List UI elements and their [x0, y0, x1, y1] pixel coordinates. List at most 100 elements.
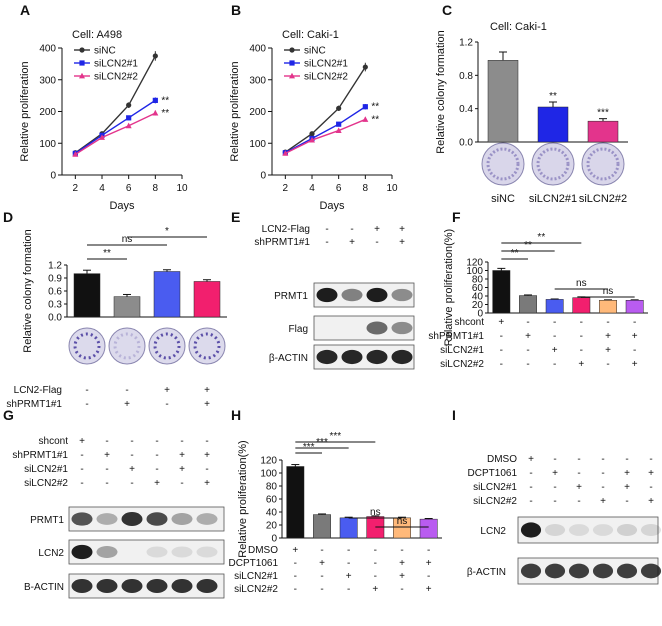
condition-row-label: shPRMT1#1 — [428, 331, 484, 342]
panel-label-B: B — [231, 2, 241, 18]
condition-sign: - — [577, 454, 580, 465]
condition-sign: + — [319, 558, 325, 569]
condition-sign: - — [553, 496, 556, 507]
bar-2 — [153, 271, 181, 318]
condition-sign: - — [347, 584, 350, 595]
data-point — [309, 131, 315, 137]
condition-row-label: siLCN2#1 — [440, 345, 484, 356]
blot-band — [146, 546, 168, 558]
blot-band — [640, 563, 662, 579]
condition-row-label: siLCN2#2 — [473, 496, 517, 507]
x-tick-label: 6 — [336, 183, 342, 194]
panel-label-I: I — [452, 407, 456, 423]
blot-label: β-ACTIN — [269, 353, 308, 364]
condition-sign: + — [399, 558, 405, 569]
y-tick-label: 0 — [271, 534, 277, 545]
significance-label: *** — [329, 431, 341, 442]
legend-marker — [79, 72, 85, 79]
condition-sign: + — [648, 468, 654, 479]
significance-label: ** — [161, 108, 169, 119]
y-tick-label: 20 — [472, 300, 484, 311]
condition-sign: - — [294, 584, 297, 595]
y-tick-label: 100 — [249, 139, 266, 150]
bar-1 — [113, 296, 141, 318]
series-line-siLCN2#2 — [74, 112, 156, 155]
bar-0 — [286, 466, 305, 539]
data-point — [152, 53, 158, 59]
y-tick-label: 80 — [266, 482, 278, 493]
category-label: siLCN2#2 — [579, 193, 627, 205]
blot-band — [391, 321, 413, 335]
blot-band — [616, 523, 638, 537]
condition-sign: - — [633, 345, 636, 356]
condition-sign: - — [125, 385, 128, 396]
y-tick-label: 0.9 — [48, 274, 62, 285]
condition-sign: - — [553, 359, 556, 370]
y-tick-label: 0.8 — [459, 71, 473, 82]
blot-band — [171, 546, 193, 558]
blot-band — [96, 546, 118, 558]
y-axis-label: Relative colony formation — [22, 229, 34, 353]
y-axis-label: Relative proliferation(%) — [237, 440, 249, 557]
y-tick-label: 200 — [249, 107, 266, 118]
condition-sign: + — [154, 478, 160, 489]
condition-sign: - — [649, 454, 652, 465]
data-point — [362, 104, 368, 110]
condition-sign: + — [528, 454, 534, 465]
series-line-siLCN2#1 — [74, 99, 156, 154]
data-point — [309, 136, 315, 143]
condition-sign: - — [526, 359, 529, 370]
condition-sign: + — [498, 317, 504, 328]
significance-label: ns — [603, 286, 614, 297]
condition-sign: - — [130, 478, 133, 489]
condition-row-label: DCPT1061 — [229, 558, 279, 569]
condition-row-label: shcont — [455, 317, 485, 328]
condition-sign: + — [79, 436, 85, 447]
condition-sign: - — [155, 450, 158, 461]
condition-sign: - — [526, 317, 529, 328]
significance-label: *** — [597, 108, 609, 119]
legend-label: siNC — [304, 46, 326, 57]
condition-sign: - — [130, 450, 133, 461]
condition-sign: - — [529, 482, 532, 493]
condition-sign: - — [320, 571, 323, 582]
category-label: siNC — [491, 193, 515, 205]
condition-sign: + — [632, 331, 638, 342]
y-tick-label: 60 — [472, 283, 484, 294]
blot-band — [341, 288, 363, 302]
y-tick-label: 0.3 — [48, 300, 62, 311]
blot-label: B-ACTIN — [24, 582, 64, 593]
blot-band — [616, 563, 638, 579]
condition-row-label: DMSO — [487, 454, 517, 465]
condition-sign: - — [529, 468, 532, 479]
bar-4 — [599, 300, 617, 314]
y-axis-label: Relative proliferation — [229, 61, 241, 161]
condition-sign: - — [155, 436, 158, 447]
blot-label: PRMT1 — [274, 291, 308, 302]
condition-sign: + — [372, 584, 378, 595]
significance-label: ** — [371, 114, 379, 125]
blot-band — [121, 579, 143, 593]
condition-row-label: shPRMT1#1 — [6, 399, 62, 410]
condition-sign: - — [180, 478, 183, 489]
condition-sign: + — [349, 237, 355, 248]
condition-sign: - — [325, 237, 328, 248]
bar-1 — [519, 295, 537, 314]
condition-sign: - — [580, 331, 583, 342]
blot-label: LCN2 — [480, 526, 506, 537]
condition-row-label: DCPT1061 — [468, 468, 518, 479]
condition-sign: - — [350, 224, 353, 235]
condition-sign: - — [500, 359, 503, 370]
condition-sign: - — [180, 436, 183, 447]
panel-label-G: G — [3, 407, 14, 423]
chart-title: Cell: Caki-1 — [282, 29, 339, 41]
blot-band — [171, 513, 193, 525]
condition-sign: + — [624, 468, 630, 479]
blot-band — [196, 546, 218, 558]
condition-sign: + — [578, 359, 584, 370]
colony-dots — [193, 332, 221, 360]
condition-sign: - — [601, 482, 604, 493]
y-tick-label: 0 — [477, 309, 483, 320]
blot-band — [71, 544, 93, 560]
category-label: siLCN2#1 — [529, 193, 577, 205]
